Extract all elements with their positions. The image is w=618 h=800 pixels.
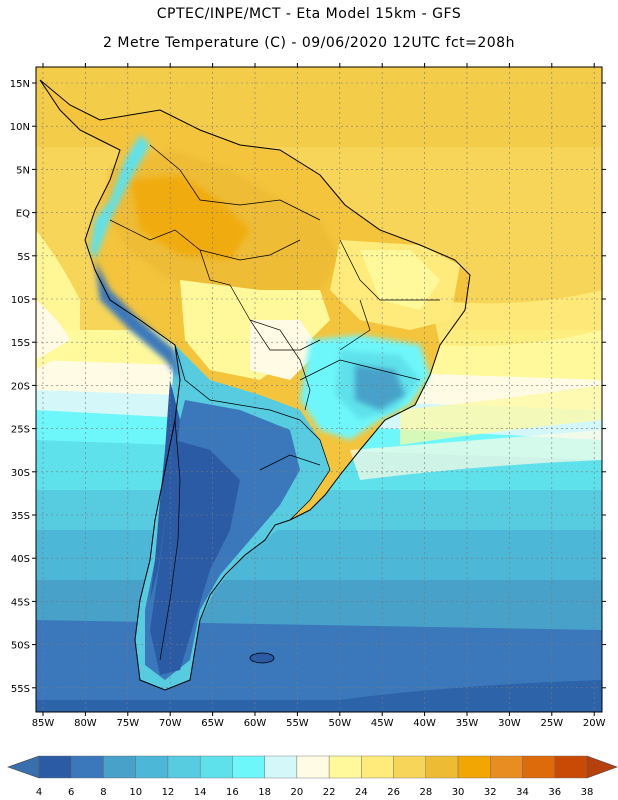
title-line-2: 2 Metre Temperature (C) - 09/06/2020 12U… <box>103 35 515 51</box>
colorbar-value: 4 <box>36 787 42 798</box>
temperature-field <box>36 67 602 712</box>
colorbar-value: 38 <box>581 787 594 798</box>
lat-lon-grid <box>36 67 602 712</box>
colorbar-swatch <box>425 755 459 779</box>
colorbar-value: 10 <box>129 787 142 798</box>
lon-label: 70W <box>159 718 182 729</box>
lat-label: EQ <box>16 209 30 220</box>
coastlines <box>39 79 471 691</box>
colorbar-labels: 4 6 8 10 12 14 16 18 20 22 24 26 28 30 32 34 36 38 <box>36 787 594 798</box>
lon-label: 55W <box>286 718 309 729</box>
colorbar-value: 14 <box>194 787 207 798</box>
colorbar-swatch <box>135 755 169 779</box>
lon-label: 35W <box>456 718 479 729</box>
lon-label: 30W <box>498 718 521 729</box>
colorbar-value: 28 <box>419 787 432 798</box>
lat-label: 35S <box>11 511 30 522</box>
colorbar-swatch <box>232 755 265 779</box>
lon-label: 40W <box>413 718 436 729</box>
lat-label: 10N <box>10 122 30 133</box>
colorbar-value: 26 <box>387 787 400 798</box>
lat-label: 20S <box>11 381 30 392</box>
lon-label: 65W <box>201 718 224 729</box>
colorbar-value: 30 <box>452 787 465 798</box>
title-line-1: CPTEC/INPE/MCT - Eta Model 15km - GFS <box>156 6 462 22</box>
country-borders <box>109 144 440 661</box>
lat-label: 15N <box>10 79 30 90</box>
lat-label: 5N <box>16 165 30 176</box>
lat-label: 25S <box>11 425 30 436</box>
lat-label: 5S <box>17 252 30 263</box>
lon-label: 20W <box>583 718 606 729</box>
colorbar-value: 8 <box>100 787 106 798</box>
lat-label: 30S <box>11 468 30 479</box>
lat-label: 50S <box>11 641 30 652</box>
colorbar <box>7 755 618 779</box>
colorbar-swatch <box>328 755 362 779</box>
colorbar-value: 24 <box>355 787 368 798</box>
lat-label: 40S <box>11 554 30 565</box>
lon-label: 60W <box>244 718 267 729</box>
colorbar-swatch <box>71 755 104 779</box>
colorbar-swatch <box>264 755 298 779</box>
colorbar-swatch <box>38 755 72 779</box>
colorbar-swatch <box>199 755 233 779</box>
lat-label: 55S <box>11 684 30 695</box>
colorbar-swatch <box>103 755 136 779</box>
colorbar-value: 20 <box>291 787 304 798</box>
colorbar-value: 36 <box>548 787 561 798</box>
latitude-labels: 15N 10N 5N EQ 5S 10S 15S 20S 25S 30S 35S 40S 45S 50S 5… <box>10 79 30 695</box>
lat-label: 15S <box>11 338 30 349</box>
lat-label: 10S <box>11 295 30 306</box>
longitude-labels: 85W 80W 75W 70W 65W 60W 55W 50W 45W 40W 35W 30W 25W 2… <box>32 718 606 729</box>
colorbar-under-arrow <box>7 755 40 779</box>
colorbar-swatch <box>554 755 588 779</box>
lon-label: 85W <box>32 718 55 729</box>
colorbar-value: 16 <box>226 787 239 798</box>
colorbar-over-arrow <box>586 755 618 779</box>
lat-label: 45S <box>11 597 30 608</box>
colorbar-value: 22 <box>323 787 336 798</box>
colorbar-swatch <box>361 755 394 779</box>
colorbar-value: 34 <box>516 787 529 798</box>
lon-label: 80W <box>74 718 97 729</box>
colorbar-swatch <box>393 755 427 779</box>
colorbar-swatch <box>167 755 201 779</box>
lon-label: 50W <box>328 718 351 729</box>
colorbar-swatch <box>522 755 555 779</box>
colorbar-swatch <box>457 755 491 779</box>
colorbar-value: 18 <box>258 787 271 798</box>
colorbar-swatch <box>490 755 523 779</box>
lon-label: 25W <box>540 718 563 729</box>
colorbar-swatch <box>296 755 330 779</box>
lon-label: 75W <box>116 718 139 729</box>
colorbar-value: 6 <box>68 787 74 798</box>
colorbar-value: 32 <box>484 787 497 798</box>
colorbar-value: 12 <box>162 787 175 798</box>
lon-label: 45W <box>371 718 394 729</box>
map-frame <box>35 66 603 713</box>
